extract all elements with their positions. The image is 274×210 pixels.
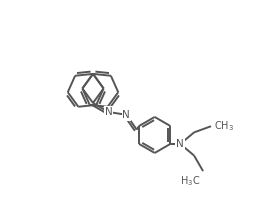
Text: CH$_3$: CH$_3$ — [214, 119, 234, 133]
Text: N: N — [105, 107, 112, 117]
Text: H$_3$C: H$_3$C — [180, 174, 200, 188]
Text: N: N — [176, 139, 184, 149]
Text: N: N — [122, 110, 130, 120]
